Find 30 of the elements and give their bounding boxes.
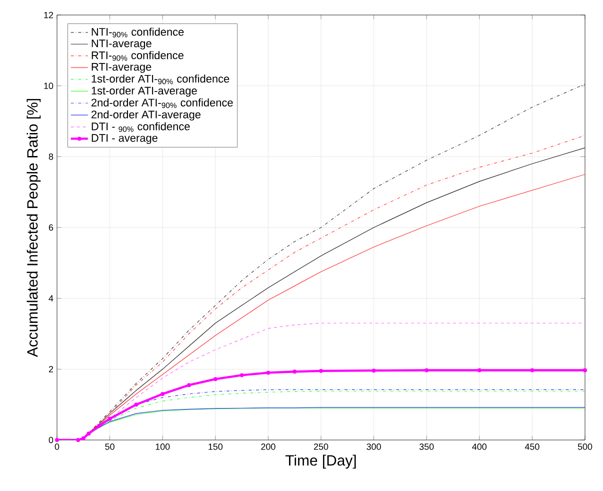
x-tick-label: 450 [524,444,540,450]
y-tick-label: 0 [48,436,54,444]
y-tick-label: 12 [44,12,54,18]
legend-label: DTI - $_{90%}$ confidence [92,122,190,132]
legend-label: RTI-$_{90%}$ confidence [92,51,184,61]
legend-label: 1st-order ATI-$_{90%}$ confidence [92,74,230,84]
x-tick-label: 100 [156,444,170,450]
y-tick-label: 8 [48,153,54,160]
x-tick-label: 350 [419,444,434,450]
x-tick-label: 0 [54,444,60,450]
x-axis-title: Time [Day] [285,454,356,469]
y-axis-title: Accumulated Infected People Ratio [%] [26,99,41,358]
x-tick-label: 250 [314,444,328,450]
legend-label: 2nd-order ATI-average [92,110,201,121]
x-tick-label: 200 [261,444,276,450]
x-tick-label: 50 [105,444,114,450]
legend-label: NTI-$_{90%}$ confidence [92,28,184,38]
y-tick-label: 4 [48,295,54,302]
x-tick-label: 300 [366,444,381,450]
x-tick-label: 500 [578,444,592,450]
legend-label: 1st-order ATI-average [92,86,197,97]
y-tick-label: 10 [44,82,54,90]
legend-label: 2nd-order ATI-$_{90%}$ confidence [92,98,233,108]
y-tick-label: 2 [48,366,54,372]
x-tick-label: 400 [472,444,487,450]
legend-label: DTI - average [92,134,158,144]
legend-label: NTI-average [92,40,152,50]
legend-label: RTI-average [92,63,152,73]
x-tick-label: 150 [208,444,223,450]
y-tick-label: 6 [48,224,54,231]
